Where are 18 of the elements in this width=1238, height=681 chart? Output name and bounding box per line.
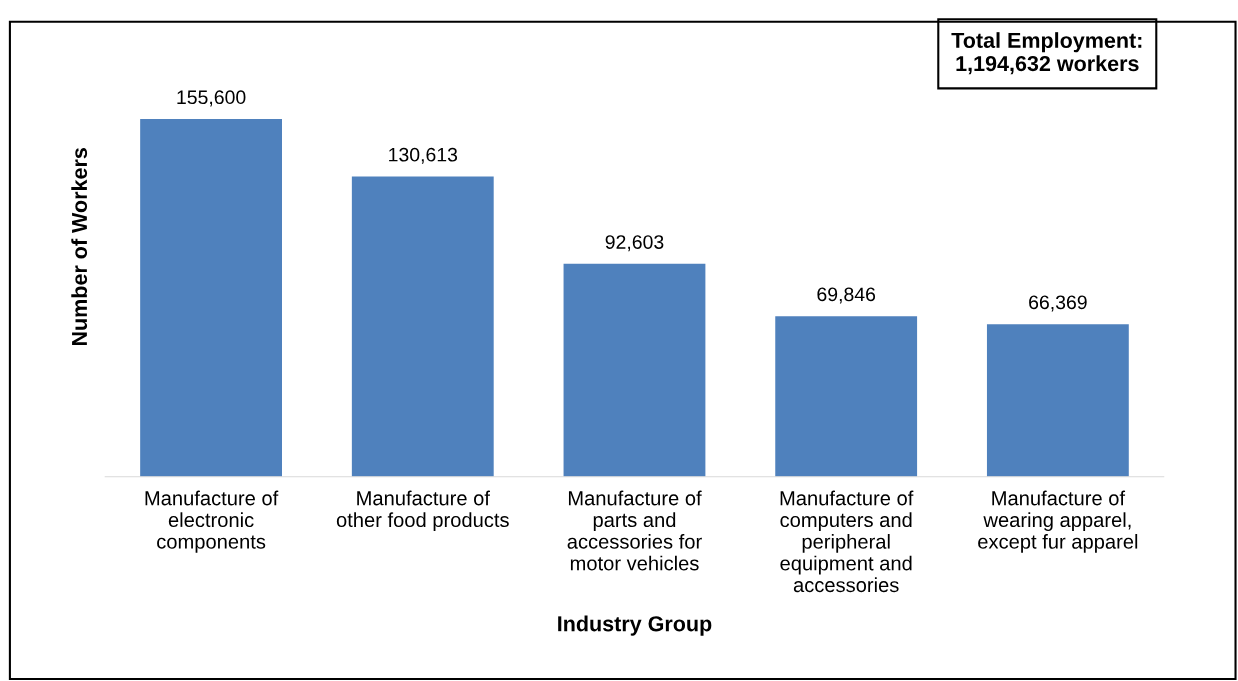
bar	[986, 324, 1129, 477]
x-tick-label: Manufacture of wearing apparel, except fur apparel	[978, 490, 1138, 553]
x-axis-title: Industry Group	[558, 615, 712, 636]
bar	[563, 263, 706, 477]
bar	[140, 119, 282, 477]
x-tick-label: Manufacture of computers and peripheral equipment and accessories	[780, 490, 914, 593]
data-label: 130,613	[389, 147, 458, 164]
bar	[351, 176, 494, 477]
data-label: 66,369	[1029, 295, 1087, 312]
x-tick-label: Manufacture of parts and accessories for motor vehicles	[567, 490, 702, 571]
bar	[775, 316, 918, 477]
x-tick-label: Manufacture of electronic components	[145, 490, 279, 553]
data-label: 155,600	[177, 90, 246, 107]
data-label: 92,603	[605, 235, 664, 252]
y-axis-title: Number of Workers	[71, 148, 88, 346]
annotation: Total Employment: 1,194,632 workers	[951, 32, 1142, 75]
x-tick-label: Manufacture of other food products	[336, 490, 509, 532]
data-label: 69,846	[817, 287, 876, 304]
